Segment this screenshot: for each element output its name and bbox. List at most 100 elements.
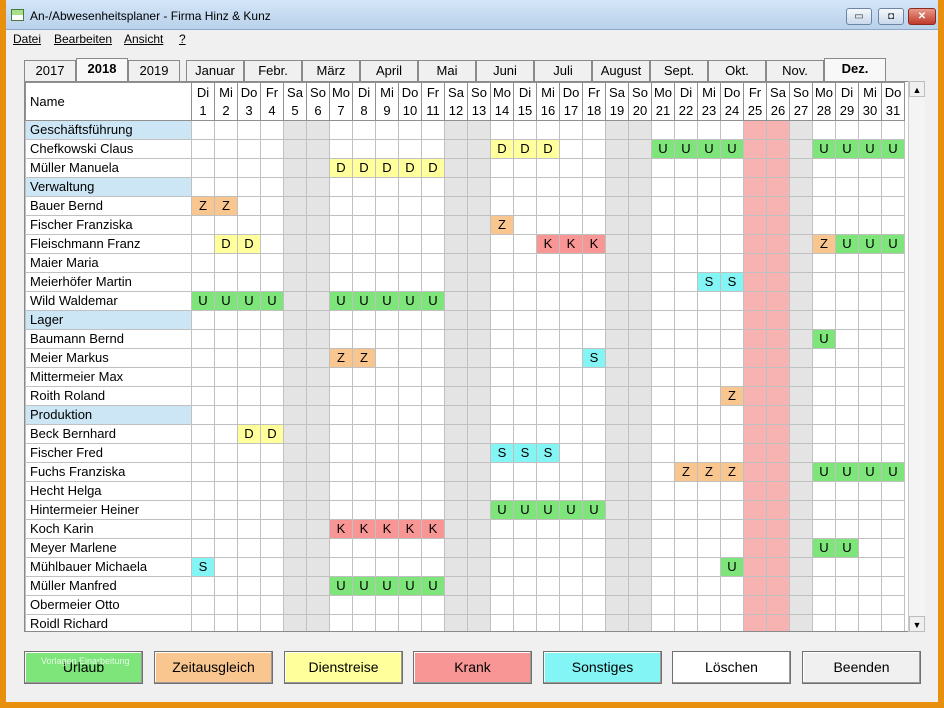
day-cell[interactable] <box>766 139 790 159</box>
absence-cell[interactable]: K <box>536 234 560 254</box>
day-cell[interactable] <box>490 272 514 292</box>
day-cell[interactable] <box>743 595 767 615</box>
day-cell[interactable] <box>881 519 905 539</box>
day-cell[interactable] <box>835 614 859 631</box>
tab-year-2[interactable]: 2019 <box>128 60 180 81</box>
scroll-down-icon[interactable]: ▼ <box>909 616 925 632</box>
day-cell[interactable] <box>858 158 882 178</box>
day-cell[interactable] <box>329 405 353 425</box>
day-cell[interactable] <box>605 348 629 368</box>
day-cell[interactable] <box>375 386 399 406</box>
day-cell[interactable] <box>674 576 698 596</box>
day-cell[interactable] <box>467 576 491 596</box>
day-cell[interactable] <box>375 177 399 197</box>
day-cell[interactable] <box>536 576 560 596</box>
day-cell[interactable] <box>237 329 261 349</box>
day-cell[interactable] <box>789 443 813 463</box>
day-cell[interactable] <box>858 177 882 197</box>
day-cell[interactable] <box>398 272 422 292</box>
day-cell[interactable] <box>467 386 491 406</box>
day-cell[interactable] <box>858 310 882 330</box>
day-cell[interactable] <box>306 348 330 368</box>
day-cell[interactable] <box>329 310 353 330</box>
day-cell[interactable] <box>536 329 560 349</box>
day-cell[interactable] <box>214 462 238 482</box>
day-cell[interactable] <box>467 253 491 273</box>
day-cell[interactable] <box>835 405 859 425</box>
day-cell[interactable] <box>766 177 790 197</box>
day-cell[interactable] <box>375 367 399 387</box>
employee-name[interactable]: Müller Manuela <box>25 158 192 178</box>
day-cell[interactable] <box>812 177 836 197</box>
day-cell[interactable] <box>306 120 330 140</box>
absence-cell[interactable]: S <box>490 443 514 463</box>
day-cell[interactable] <box>674 158 698 178</box>
day-cell[interactable] <box>490 196 514 216</box>
day-cell[interactable] <box>306 462 330 482</box>
day-cell[interactable] <box>835 348 859 368</box>
day-cell[interactable] <box>789 576 813 596</box>
day-cell[interactable] <box>237 253 261 273</box>
day-cell[interactable] <box>421 139 445 159</box>
day-cell[interactable] <box>536 120 560 140</box>
urlaub-button[interactable]: Urlaub Vorlagen Einarbeitung <box>24 651 143 684</box>
day-cell[interactable] <box>352 462 376 482</box>
absence-cell[interactable]: S <box>191 557 215 577</box>
day-cell[interactable] <box>352 215 376 235</box>
day-cell[interactable] <box>329 367 353 387</box>
day-cell[interactable] <box>421 500 445 520</box>
day-cell[interactable] <box>260 272 284 292</box>
day-cell[interactable] <box>559 595 583 615</box>
day-cell[interactable] <box>605 272 629 292</box>
day-cell[interactable] <box>513 519 537 539</box>
day-cell[interactable] <box>467 595 491 615</box>
day-cell[interactable] <box>858 614 882 631</box>
day-cell[interactable] <box>375 234 399 254</box>
day-cell[interactable] <box>743 139 767 159</box>
day-cell[interactable] <box>214 348 238 368</box>
day-cell[interactable] <box>651 386 675 406</box>
day-cell[interactable] <box>605 310 629 330</box>
tab-year-0[interactable]: 2017 <box>24 60 76 81</box>
day-cell[interactable] <box>513 367 537 387</box>
day-cell[interactable] <box>697 595 721 615</box>
day-cell[interactable] <box>329 481 353 501</box>
day-cell[interactable] <box>628 424 652 444</box>
day-cell[interactable] <box>398 253 422 273</box>
day-cell[interactable] <box>743 614 767 631</box>
day-cell[interactable] <box>720 234 744 254</box>
day-cell[interactable] <box>398 196 422 216</box>
day-cell[interactable] <box>582 443 606 463</box>
day-cell[interactable] <box>651 234 675 254</box>
day-cell[interactable] <box>858 367 882 387</box>
absence-cell[interactable]: D <box>237 424 261 444</box>
day-cell[interactable] <box>674 443 698 463</box>
day-cell[interactable] <box>881 310 905 330</box>
day-cell[interactable] <box>329 386 353 406</box>
day-cell[interactable] <box>651 291 675 311</box>
day-cell[interactable] <box>766 158 790 178</box>
day-cell[interactable] <box>375 272 399 292</box>
day-cell[interactable] <box>444 462 468 482</box>
day-cell[interactable] <box>605 158 629 178</box>
employee-name[interactable]: Chefkowski Claus <box>25 139 192 159</box>
day-cell[interactable] <box>260 139 284 159</box>
day-cell[interactable] <box>559 158 583 178</box>
day-cell[interactable] <box>490 348 514 368</box>
absence-cell[interactable]: U <box>858 234 882 254</box>
day-cell[interactable] <box>536 481 560 501</box>
absence-cell[interactable]: U <box>582 500 606 520</box>
day-cell[interactable] <box>398 177 422 197</box>
day-cell[interactable] <box>697 519 721 539</box>
day-cell[interactable] <box>651 158 675 178</box>
day-cell[interactable] <box>697 310 721 330</box>
employee-name[interactable]: Roidl Richard <box>25 614 192 631</box>
day-cell[interactable] <box>306 538 330 558</box>
day-cell[interactable] <box>720 310 744 330</box>
day-cell[interactable] <box>674 481 698 501</box>
day-cell[interactable] <box>858 443 882 463</box>
day-cell[interactable] <box>536 405 560 425</box>
absence-cell[interactable]: U <box>536 500 560 520</box>
day-cell[interactable] <box>375 196 399 216</box>
day-cell[interactable] <box>398 329 422 349</box>
